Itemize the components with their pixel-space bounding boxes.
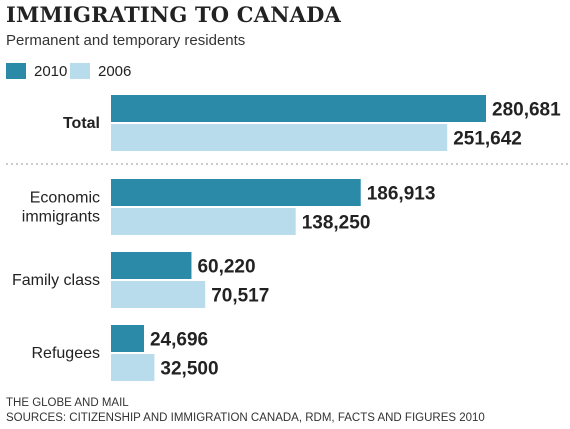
data-label: 24,696 <box>150 330 208 351</box>
bar-2006 <box>111 124 448 151</box>
source-credits: SOURCES: CITIZENSHIP AND IMMIGRATION CAN… <box>6 412 485 424</box>
bar-2010 <box>111 252 192 279</box>
legend-swatch-2010 <box>6 63 26 79</box>
category-label-line: Refugees <box>32 345 101 362</box>
legend-item-2006: 2006 <box>70 61 131 81</box>
category-label: Family class <box>12 272 100 289</box>
source-note: THE GLOBE AND MAIL SOURCES: CITIZENSHIP … <box>6 396 485 426</box>
bar-2006 <box>111 208 296 235</box>
source-publisher: THE GLOBE AND MAIL <box>6 397 129 409</box>
category-label-line: Economic <box>30 190 100 207</box>
bar-2006 <box>111 354 155 381</box>
bar-2010 <box>111 325 144 352</box>
category-label: Economic immigrants <box>22 190 100 226</box>
data-label: 186,913 <box>367 184 436 205</box>
data-label: 138,250 <box>302 213 371 234</box>
category-label-line: Family class <box>12 272 100 289</box>
data-label: 251,642 <box>453 129 522 150</box>
chart-title: IMMIGRATING TO CANADA <box>6 2 341 27</box>
bar-2010 <box>111 95 486 122</box>
category-label-line: Total <box>63 115 100 132</box>
data-label: 70,517 <box>211 286 269 307</box>
bar-2006 <box>111 281 206 308</box>
legend-label-2006: 2006 <box>98 62 132 80</box>
legend-label-2010: 2010 <box>34 62 68 80</box>
data-label: 60,220 <box>197 257 255 278</box>
legend-item-2010: 2010 <box>6 61 67 81</box>
chart-subtitle: Permanent and temporary residents <box>6 32 246 49</box>
bar-2010 <box>111 179 361 206</box>
category-label-line: immigrants <box>22 209 100 226</box>
data-label: 280,681 <box>492 100 561 121</box>
category-label: Total <box>63 115 100 132</box>
legend-swatch-2006 <box>70 63 90 79</box>
data-label: 32,500 <box>160 359 218 380</box>
category-label: Refugees <box>32 345 101 362</box>
